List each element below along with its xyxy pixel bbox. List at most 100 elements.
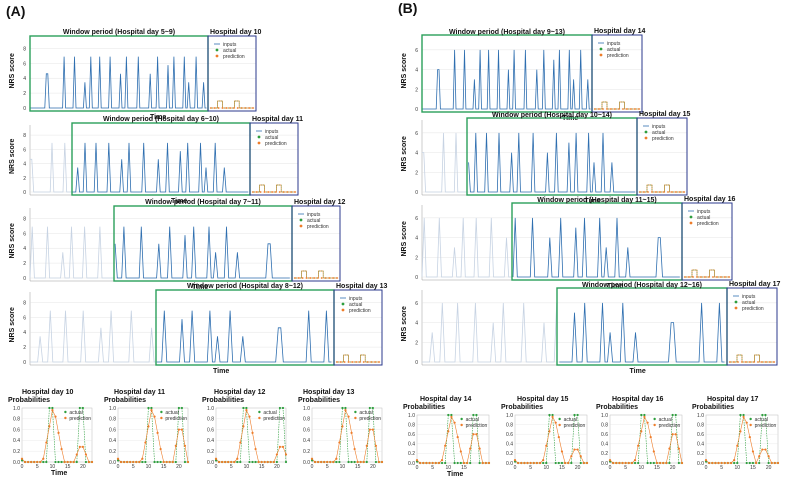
prediction-prob-point (159, 447, 162, 451)
inputs-line-faded (30, 142, 72, 193)
prediction-prob-point (764, 448, 767, 451)
prediction-point (688, 276, 690, 278)
y-tick-label: 0 (415, 107, 418, 113)
prediction-point (647, 191, 649, 193)
prob-x-tick: 5 (720, 465, 723, 471)
prediction-point (679, 191, 681, 193)
actual-prob-point (742, 413, 745, 417)
actual-prob-point (84, 460, 88, 464)
y-tick-label: 8 (23, 46, 26, 52)
y-tick-label: 8 (23, 300, 26, 306)
prediction-prob-point (570, 455, 573, 458)
actual-prob-point (551, 413, 554, 417)
prediction-prob-point (245, 409, 248, 412)
prediction-point (290, 191, 293, 193)
prediction-point (667, 191, 669, 193)
prob-x-tick: 15 (654, 465, 660, 471)
prob-y-tick: 0.2 (697, 451, 704, 457)
prediction-prob-point (150, 409, 153, 412)
y-tick-label: 8 (23, 133, 26, 139)
prediction-point (378, 361, 380, 363)
prediction-point (651, 191, 653, 193)
prediction-prob-point (168, 460, 171, 464)
y-tick-label: 4 (415, 321, 418, 327)
legend-label-inputs: inputs (307, 212, 321, 218)
prediction-prob-point (323, 460, 326, 464)
prob-title: Hospital day 10 (22, 389, 73, 396)
prob-x-tick: 15 (161, 464, 167, 470)
window-period-title: Window period (Hospital day 12~16) (582, 282, 702, 289)
legend-label-prediction: prediction (697, 221, 719, 227)
prediction-prob-point (144, 441, 147, 444)
actual-prob-point (275, 460, 278, 464)
prediction-point (634, 108, 636, 110)
actual-prob-line (705, 414, 778, 464)
y-tick-label: 0 (415, 360, 418, 366)
prediction-prob-point (335, 457, 338, 460)
prob-legend-swatch-prediction (258, 416, 261, 420)
actual-prob-point (475, 413, 478, 417)
prediction-step-line (594, 101, 640, 110)
prediction-prob-point (465, 461, 469, 465)
prediction-point (294, 191, 296, 193)
actual-prob-point (365, 460, 368, 464)
legend-swatch-actual (215, 48, 219, 52)
prediction-step-line (684, 269, 730, 278)
prediction-point (757, 361, 759, 363)
legend-label-actual: actual (652, 130, 665, 136)
prob-y-tick: 0.8 (207, 417, 214, 423)
prediction-prob-point (579, 455, 582, 458)
prob-legend-swatch-prediction (749, 423, 752, 427)
actual-prob-point (183, 460, 187, 464)
prediction-prob-point (658, 461, 662, 465)
prob-y-tick: 1.0 (109, 406, 116, 412)
actual-prob-point (570, 461, 573, 465)
prediction-point (233, 107, 235, 109)
prediction-point (309, 277, 312, 279)
legend-label-actual: actual (607, 47, 620, 53)
hospital-day-title: Hospital day 12 (294, 199, 345, 206)
prob-y-tick: 0.4 (506, 442, 513, 448)
legend-label-inputs: inputs (607, 41, 621, 47)
legend-swatch-prediction (734, 306, 738, 310)
prob-legend-label-prediction: prediction (659, 423, 681, 429)
prediction-point (278, 191, 281, 193)
y-axis-label: NRS score (401, 53, 408, 89)
prob-legend-swatch-actual (160, 410, 163, 414)
prediction-prob-point (652, 450, 655, 453)
y-tick-label: 2 (23, 91, 26, 97)
actual-prob-point (278, 406, 282, 410)
inputs-line-faded (422, 302, 558, 363)
prob-title: Hospital day 16 (612, 396, 663, 403)
prediction-point (643, 191, 645, 193)
hospital-day-box (681, 202, 733, 281)
prob-y-tick: 0.0 (408, 461, 415, 467)
actual-prob-point (353, 460, 356, 464)
legend-label-actual: actual (742, 300, 755, 306)
prediction-prob-point (776, 461, 780, 465)
prediction-prob-point (332, 460, 335, 464)
legend-swatch-actual (599, 47, 603, 51)
prob-title: Hospital day 17 (707, 396, 758, 403)
prediction-point (275, 191, 277, 193)
y-tick-label: 2 (23, 261, 26, 267)
actual-prob-point (456, 461, 459, 465)
prediction-prob-point (739, 430, 742, 433)
actual-prob-point (761, 413, 764, 417)
x-axis-label: Time (171, 198, 187, 205)
prediction-prob-point (156, 431, 159, 434)
legend-swatch-actual (257, 135, 261, 139)
y-tick-label: 6 (415, 301, 418, 307)
prob-x-tick: 10 (446, 465, 452, 471)
y-axis-label: NRS score (9, 138, 16, 174)
prediction-prob-point (453, 421, 456, 424)
actual-prob-point (156, 460, 159, 464)
y-tick-label: 6 (415, 48, 418, 54)
prediction-prob-point (39, 460, 42, 464)
prediction-point (745, 361, 747, 363)
prob-x-tick: 20 (670, 465, 676, 471)
actual-prob-point (81, 406, 84, 410)
prediction-prob-point (316, 460, 320, 464)
prediction-prob-point (662, 461, 665, 465)
prediction-prob-point (374, 444, 378, 447)
